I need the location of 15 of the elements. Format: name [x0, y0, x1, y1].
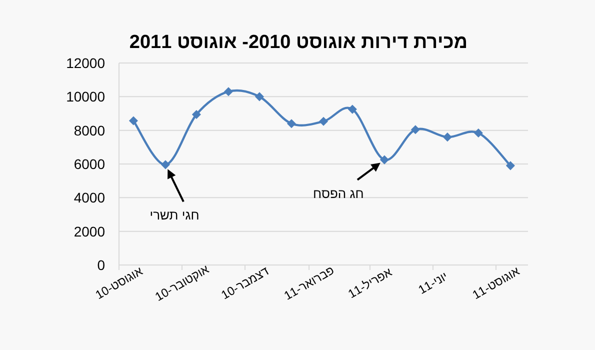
y-tick-label: 8000 [74, 122, 106, 138]
annotation: חג הפסח [313, 186, 364, 201]
x-tick-label: פברואר-11 [282, 263, 336, 303]
x-tick-label: אוגוסט-11 [470, 264, 522, 302]
y-tick-label: 10000 [66, 88, 106, 105]
y-tick-label: 2000 [74, 223, 106, 240]
y-tick-label: 4000 [74, 190, 106, 206]
annotation: חגי תשרי [150, 208, 200, 223]
x-tick-label: יוני-11 [416, 269, 450, 297]
chart-title: מכירת דירות אוגוסט 2010- אוגוסט 2011 [129, 32, 468, 53]
y-tick-label: 12000 [66, 55, 106, 71]
x-tick-label: דצמבר-10 [218, 264, 272, 302]
x-tick-label: אוקטובר-10 [152, 262, 212, 304]
x-tick-label: אפריל-11 [346, 264, 395, 302]
y-tick-label: 6000 [74, 156, 106, 172]
